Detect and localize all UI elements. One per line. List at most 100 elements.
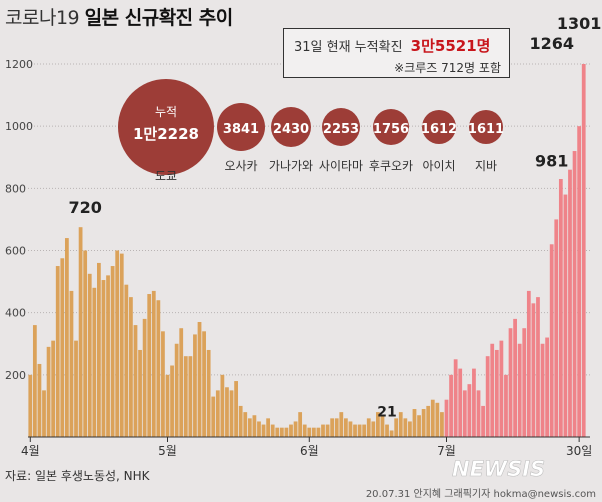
bar — [371, 421, 376, 437]
bubble-region-label: 후쿠오카 — [369, 159, 413, 173]
bubble-3 — [271, 107, 311, 147]
bar — [174, 343, 179, 437]
bar — [133, 325, 138, 437]
bar — [211, 396, 216, 437]
bubble-value: 1612 — [421, 122, 457, 137]
bar — [490, 343, 495, 437]
bubble-5 — [373, 109, 409, 145]
bar — [403, 418, 408, 437]
bar — [101, 280, 106, 437]
bubble-value: 3841 — [223, 122, 259, 137]
bar — [581, 64, 586, 437]
bar — [215, 390, 220, 437]
bar — [257, 421, 261, 437]
bar — [220, 374, 225, 437]
bar — [147, 294, 152, 437]
bar — [279, 427, 284, 437]
chart-title: 코로나19 일본 신규확진 추이 — [5, 3, 233, 30]
bar — [343, 418, 348, 437]
bubble-value: 2430 — [273, 122, 309, 137]
summary-note: ※크루즈 712명 포함 — [394, 61, 501, 75]
source-text: 자료: 일본 후생노동성, NHK — [5, 469, 150, 483]
bar — [531, 303, 536, 437]
bar — [526, 290, 531, 437]
bar — [64, 238, 69, 437]
bar — [165, 374, 170, 437]
bubble-region-label: 아이치 — [422, 159, 455, 173]
bar — [188, 356, 193, 437]
bar — [289, 424, 293, 437]
bar — [202, 331, 206, 437]
bar — [549, 244, 554, 437]
bubble-value: 2253 — [323, 122, 359, 137]
y-tick-label: 600 — [5, 245, 26, 258]
bar — [275, 427, 280, 437]
bubble-region-label: 가나가와 — [269, 159, 313, 173]
bubble-value: 1756 — [373, 122, 409, 137]
bar — [540, 343, 545, 437]
title-prefix: 코로나19 — [5, 7, 80, 29]
x-tick-label: 30일 — [566, 444, 592, 458]
bar — [472, 368, 476, 437]
bar — [412, 409, 417, 437]
bar — [385, 424, 389, 437]
bar — [481, 405, 485, 437]
bar — [554, 219, 559, 437]
data-label: 981 — [535, 152, 568, 171]
data-label: 21 — [377, 405, 396, 421]
y-tick-label: 1200 — [5, 58, 33, 71]
bar — [115, 250, 120, 437]
y-tick-label: 1000 — [5, 120, 33, 133]
bar — [558, 179, 563, 437]
bar — [110, 266, 115, 437]
bar — [234, 381, 238, 437]
bar — [46, 346, 51, 437]
bar — [353, 424, 357, 437]
bar — [261, 424, 266, 437]
bar — [504, 374, 508, 437]
bar — [238, 405, 243, 437]
bar — [339, 412, 344, 437]
bar — [316, 427, 321, 437]
bar — [494, 349, 499, 437]
bar — [55, 266, 60, 437]
bar — [298, 412, 303, 437]
bar — [138, 349, 142, 437]
bar — [32, 325, 37, 437]
bar — [444, 399, 449, 437]
bar — [193, 334, 197, 437]
bar — [321, 424, 325, 437]
x-tick-label: 7월 — [437, 444, 456, 458]
x-tick-label: 5월 — [158, 444, 177, 458]
bar — [376, 412, 380, 437]
data-label: 1301 — [557, 14, 602, 33]
bar — [170, 365, 174, 437]
bar — [51, 340, 56, 437]
bubble-value: 1만2228 — [133, 125, 199, 143]
bar — [577, 126, 582, 438]
bar — [357, 424, 362, 437]
bubble-4 — [322, 108, 360, 146]
bar — [247, 418, 252, 437]
bar — [435, 402, 440, 437]
bar — [129, 297, 133, 437]
bar — [499, 340, 504, 437]
bar — [266, 418, 271, 437]
x-tick-label: 4월 — [21, 444, 40, 458]
bar — [151, 290, 156, 437]
bar — [161, 331, 165, 437]
y-tick-label: 800 — [5, 182, 26, 195]
bar — [366, 418, 371, 437]
newsis-logo: NEWSIS — [452, 457, 546, 481]
bar — [106, 275, 110, 437]
bar — [74, 340, 78, 437]
bar — [545, 337, 550, 437]
bar — [408, 421, 412, 437]
bar — [568, 169, 572, 437]
bar — [536, 297, 540, 437]
bar — [78, 227, 83, 437]
bar — [458, 368, 463, 437]
bar — [307, 427, 312, 437]
bar — [97, 262, 101, 437]
